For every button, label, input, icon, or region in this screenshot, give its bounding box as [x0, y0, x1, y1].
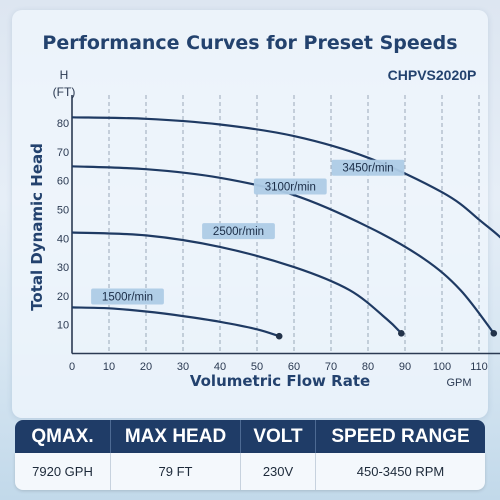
curve-2500r/min	[71, 231, 403, 335]
performance-chart: Performance Curves for Preset Speeds CHP…	[28, 32, 500, 390]
series-label: 3450r/min	[342, 163, 393, 175]
x-tick-label: 20	[140, 361, 152, 373]
value-max-head: 79 FT	[110, 453, 240, 490]
y-tick-label: 30	[57, 262, 69, 274]
curve-1500r/min	[71, 306, 280, 338]
header-volt: VOLT	[240, 420, 315, 453]
value-speed-range: 450-3450 RPM	[315, 453, 485, 490]
y-tick-label: 40	[57, 233, 69, 245]
x-tick-label: 100	[433, 361, 451, 373]
header-speed-range: SPEED RANGE	[315, 420, 485, 453]
curve-endpoint	[490, 330, 498, 337]
curve-endpoint	[398, 330, 405, 337]
x-tick-label: 50	[251, 361, 263, 373]
spec-table-header: QMAX. MAX HEAD VOLT SPEED RANGE	[15, 420, 485, 453]
x-tick-label: 110	[470, 361, 488, 373]
x-unit-label: GPM	[446, 377, 471, 389]
x-tick-label: 10	[103, 361, 115, 373]
curve-3450r/min	[71, 116, 500, 239]
y-tick-label: 20	[57, 291, 69, 303]
x-tick-label: 40	[214, 361, 226, 373]
x-tick-label: 60	[288, 361, 300, 373]
value-qmax: 7920 GPH	[32, 464, 93, 479]
series-label-bg	[202, 223, 275, 240]
header-max-head: MAX HEAD	[110, 420, 240, 453]
y-tick-label: 10	[57, 320, 69, 332]
x-tick-label: 80	[362, 361, 374, 373]
y-unit-top: H	[60, 68, 69, 82]
chart-title: Performance Curves for Preset Speeds	[42, 32, 457, 54]
y-tick-label: 50	[57, 205, 69, 217]
header-qmax: QMAX.	[31, 425, 94, 447]
chart-card	[12, 10, 488, 418]
y-unit-bottom: (FT)	[53, 85, 76, 99]
curve-3100r/min	[71, 165, 495, 334]
y-tick-label: 70	[57, 147, 69, 159]
series-label: 2500r/min	[213, 226, 264, 238]
x-tick-label: 30	[177, 361, 189, 373]
series-label-bg	[331, 159, 405, 176]
series-label: 3100r/min	[265, 181, 316, 193]
model-label: CHPVS2020P	[388, 67, 477, 83]
x-tick-label: 70	[325, 361, 337, 373]
y-tick-label: 80	[57, 118, 69, 130]
plot-area: 0102030405060708090100110120130140102030…	[57, 95, 500, 373]
value-volt: 230V	[240, 453, 315, 490]
spec-table-values: 7920 GPH 79 FT 230V 450-3450 RPM	[15, 453, 485, 490]
y-tick-label: 60	[57, 176, 69, 188]
series-label: 1500r/min	[102, 291, 153, 303]
x-tick-label: 0	[69, 361, 75, 373]
x-tick-label: 90	[399, 361, 411, 373]
spec-table: QMAX. MAX HEAD VOLT SPEED RANGE 7920 GPH…	[15, 420, 485, 492]
curve-endpoint	[275, 332, 283, 340]
y-axis-label: Total Dynamic Head	[28, 143, 46, 311]
series-label-bg	[91, 288, 164, 305]
x-axis-label: Volumetric Flow Rate	[190, 372, 370, 390]
series-label-bg	[253, 178, 327, 195]
